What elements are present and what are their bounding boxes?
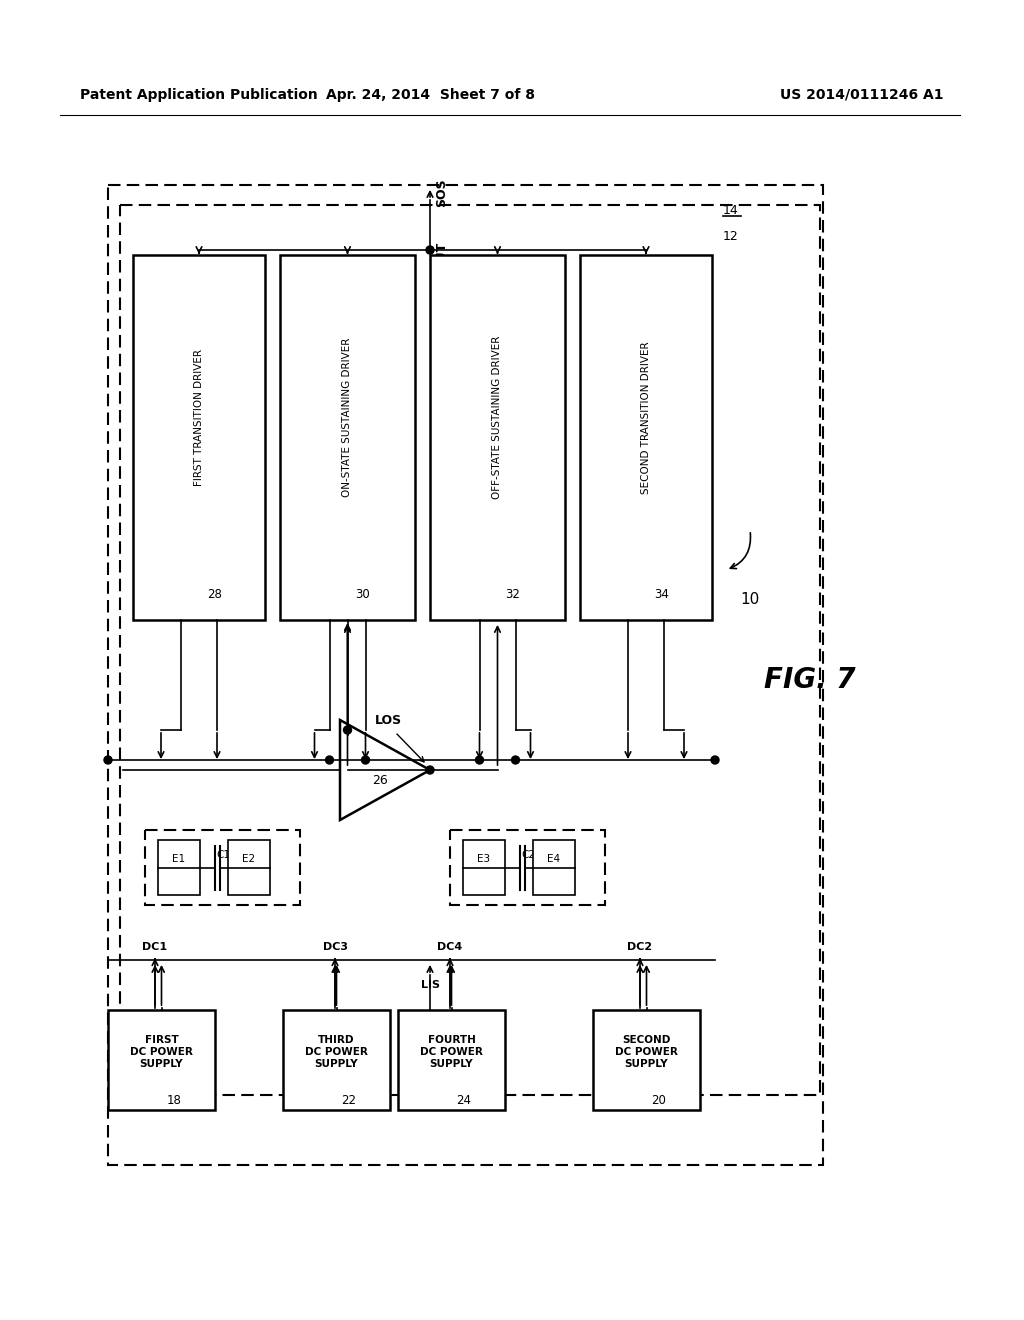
Bar [463,840,505,895]
Bar [580,255,712,620]
Text: E2: E2 [243,854,256,865]
Bar [120,205,820,1096]
Circle shape [426,246,434,253]
Text: FIRST
DC POWER
SUPPLY: FIRST DC POWER SUPPLY [130,1035,193,1069]
Text: US 2014/0111246 A1: US 2014/0111246 A1 [780,88,943,102]
Bar [593,1010,700,1110]
Text: 30: 30 [355,589,371,602]
Text: THIRD
DC POWER
SUPPLY: THIRD DC POWER SUPPLY [305,1035,368,1069]
Text: FIRST TRANSITION DRIVER: FIRST TRANSITION DRIVER [194,348,204,486]
Circle shape [326,756,334,764]
Text: Apr. 24, 2014  Sheet 7 of 8: Apr. 24, 2014 Sheet 7 of 8 [326,88,535,102]
Text: E4: E4 [548,854,560,865]
Text: DC4: DC4 [437,942,463,952]
Text: DC3: DC3 [323,942,347,952]
Text: 20: 20 [651,1093,667,1106]
Bar [450,830,605,906]
Circle shape [343,726,351,734]
Text: 32: 32 [506,589,520,602]
Text: DC2: DC2 [628,942,652,952]
Text: OUT: OUT [435,242,449,271]
Text: SOS: SOS [435,178,449,207]
Text: 14: 14 [723,203,738,216]
Bar [534,840,575,895]
Text: LOS: LOS [375,714,402,726]
Bar [430,255,565,620]
Bar [283,1010,390,1110]
Text: FOURTH
DC POWER
SUPPLY: FOURTH DC POWER SUPPLY [420,1035,483,1069]
Text: 24: 24 [457,1093,471,1106]
Text: C2: C2 [521,850,535,861]
Circle shape [361,756,370,764]
Text: 18: 18 [167,1093,181,1106]
Text: 26: 26 [372,774,388,787]
Text: FIG. 7: FIG. 7 [764,667,856,694]
Text: C1: C1 [216,850,230,861]
Text: ON-STATE SUSTAINING DRIVER: ON-STATE SUSTAINING DRIVER [342,338,352,498]
Text: LIS: LIS [421,979,439,990]
Text: SECOND TRANSITION DRIVER: SECOND TRANSITION DRIVER [641,341,651,494]
Text: DC1: DC1 [142,942,168,952]
Text: 34: 34 [654,589,669,602]
Text: E1: E1 [172,854,185,865]
Bar [228,840,270,895]
Circle shape [711,756,719,764]
Text: Patent Application Publication: Patent Application Publication [80,88,317,102]
Circle shape [426,766,434,774]
Text: 10: 10 [740,593,759,607]
Text: E3: E3 [477,854,490,865]
Bar [145,830,300,906]
Bar [108,185,823,1166]
Text: 28: 28 [207,589,222,602]
Text: 22: 22 [341,1093,356,1106]
Bar [133,255,265,620]
Text: OFF-STATE SUSTAINING DRIVER: OFF-STATE SUSTAINING DRIVER [493,335,503,499]
Bar [158,840,200,895]
Circle shape [512,756,519,764]
Circle shape [104,756,112,764]
Circle shape [475,756,483,764]
Text: 12: 12 [723,230,738,243]
Bar [280,255,415,620]
Bar [108,1010,215,1110]
Text: SECOND
DC POWER
SUPPLY: SECOND DC POWER SUPPLY [615,1035,678,1069]
Bar [398,1010,505,1110]
